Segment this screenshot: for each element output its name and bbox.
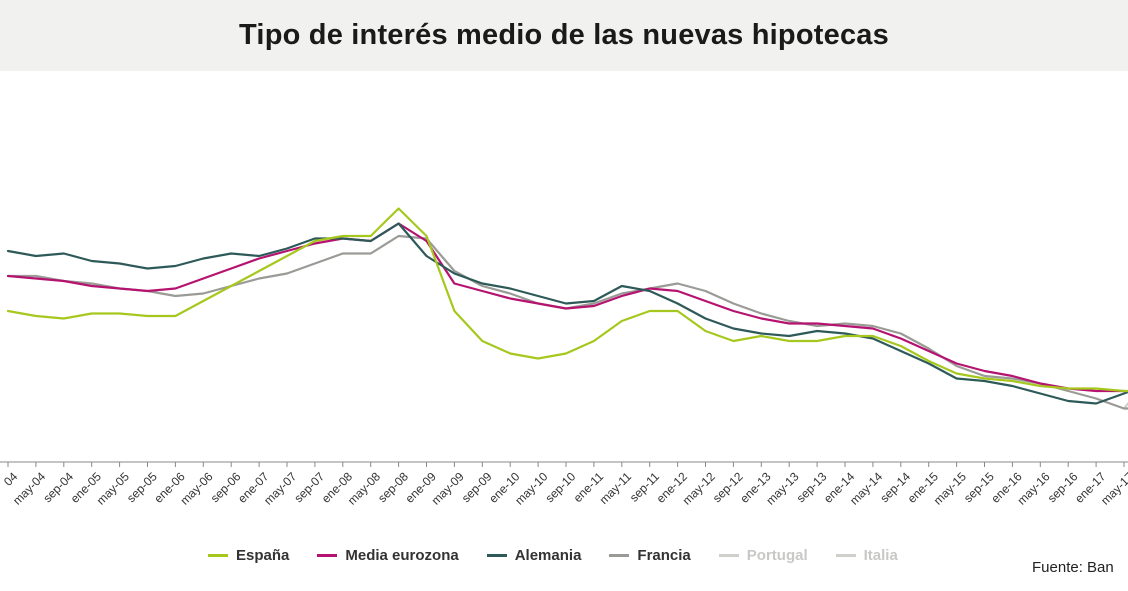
line-chart: 04may-04sep-04ene-05may-05sep-05ene-06ma…: [0, 207, 1128, 508]
legend-swatch: [486, 554, 507, 557]
chart-legend: España Media eurozona Alemania Francia Portu…: [208, 547, 898, 564]
legend-swatch: [718, 554, 739, 557]
series-line-eurozona: [6, 222, 1128, 394]
x-tick-label: may-11: [597, 469, 635, 507]
legend-swatch: [609, 554, 630, 557]
legend-item-portugal: Portugal: [718, 547, 808, 564]
series-line-francia: [6, 234, 1128, 410]
legend-item-francia: Francia: [609, 547, 691, 564]
chart-title-bar: Tipo de interés medio de las nuevas hipo…: [0, 0, 1128, 71]
legend-label: Italia: [863, 547, 898, 564]
source-note: Fuente: Ban: [1032, 559, 1114, 576]
legend-item-espana: España: [208, 547, 289, 564]
legend-label: Portugal: [746, 547, 808, 564]
legend-label: Media eurozona: [345, 547, 459, 564]
x-tick-label: 04: [1, 469, 21, 489]
legend-item-italia: Italia: [835, 547, 898, 564]
legend-label: Francia: [637, 547, 691, 564]
chart-title: Tipo de interés medio de las nuevas hipo…: [239, 19, 889, 51]
legend-item-alemania: Alemania: [486, 547, 582, 564]
legend-label: España: [236, 547, 290, 564]
x-tick-label: sep-10: [542, 469, 578, 505]
legend-item-eurozona: Media eurozona: [317, 547, 459, 564]
series-line-alemania: [6, 222, 1128, 405]
legend-label: Alemania: [514, 547, 582, 564]
legend-swatch: [317, 554, 338, 557]
series-line-espana: [6, 207, 1128, 393]
legend-swatch: [208, 554, 228, 557]
legend-swatch: [835, 554, 856, 557]
